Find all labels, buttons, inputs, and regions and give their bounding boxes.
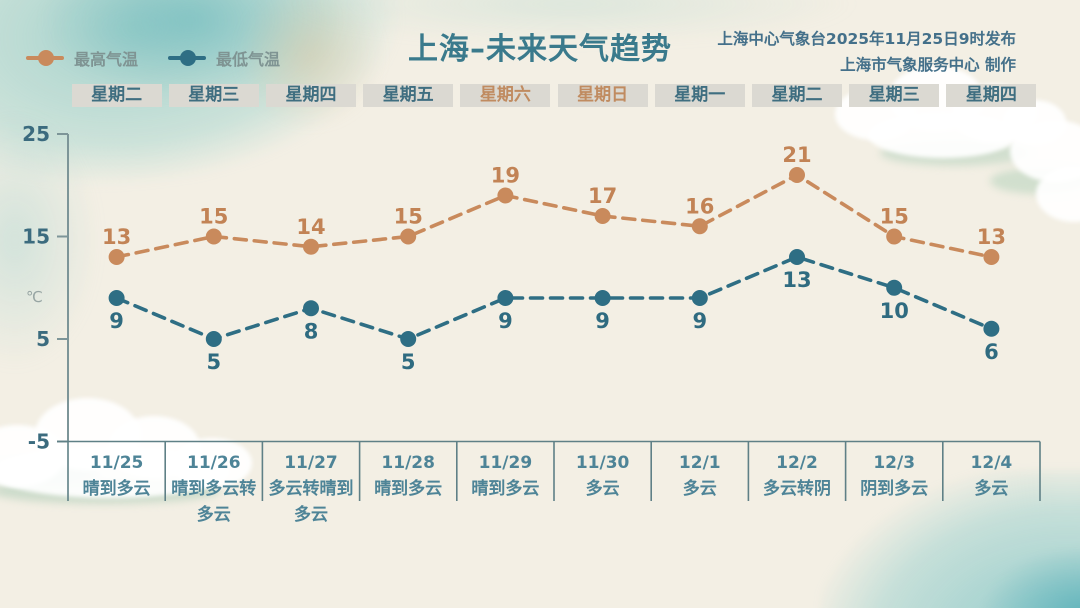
low-temp-value-label: 13 — [782, 268, 811, 292]
high-temp-value-label: 19 — [491, 164, 520, 188]
date-label: 11/30 — [575, 453, 630, 473]
high-temp-point — [886, 228, 903, 245]
y-axis-tick-label: 25 — [22, 122, 50, 146]
high-temp-value-label: 16 — [685, 194, 714, 218]
weekday-label: 星期二 — [752, 84, 842, 107]
weather-label: 晴到多云转多云 — [171, 479, 257, 525]
day-cell: 12/2 多云转阴 — [748, 451, 845, 502]
high-temp-point — [497, 187, 514, 204]
weather-label: 阴到多云 — [860, 479, 929, 499]
day-cell: 11/28 晴到多云 — [360, 451, 457, 502]
date-label: 11/29 — [478, 453, 533, 473]
legend-item-low-temp: 最低气温 — [168, 46, 280, 70]
weather-label: 多云 — [974, 479, 1009, 499]
high-temp-point — [789, 167, 805, 183]
low-temp-value-label: 9 — [692, 309, 707, 333]
date-label: 12/3 — [873, 453, 916, 473]
low-temp-point — [691, 290, 708, 306]
day-cell: 11/29 晴到多云 — [457, 451, 554, 502]
date-label: 11/26 — [187, 453, 241, 473]
weather-label: 多云 — [682, 479, 717, 499]
low-temp-value-label: 5 — [401, 350, 416, 374]
weather-label: 多云转阴 — [762, 479, 831, 499]
y-axis-tick-label: -5 — [28, 430, 50, 454]
publisher-line-1: 上海中心气象台2025年11月25日9时发布 — [717, 30, 1016, 48]
high-temp-point — [594, 208, 611, 224]
y-axis-unit-label: ℃ — [26, 288, 43, 306]
low-temp-value-label: 9 — [595, 309, 610, 333]
weather-label: 晴到多云 — [82, 479, 151, 499]
weather-label: 多云 — [585, 479, 620, 499]
high-temp-value-label: 15 — [880, 205, 909, 229]
high-temp-marker-icon — [26, 50, 64, 66]
low-temp-value-label: 5 — [206, 350, 221, 374]
low-temp-value-label: 9 — [498, 309, 513, 333]
high-temp-point — [108, 249, 125, 265]
day-cell: 12/1 多云 — [651, 451, 748, 502]
date-label: 11/28 — [381, 453, 435, 473]
high-temp-point — [983, 249, 1000, 265]
weather-label: 晴到多云 — [471, 479, 540, 499]
low-temp-point — [303, 300, 319, 317]
day-cell: 12/4 多云 — [943, 451, 1040, 502]
high-temp-value-label: 15 — [394, 205, 423, 229]
date-label: 12/4 — [970, 453, 1013, 473]
high-temp-value-label: 13 — [977, 225, 1006, 249]
day-cell: 11/26 晴到多云转多云 — [165, 451, 262, 528]
low-temp-point — [497, 290, 514, 306]
legend-item-high-temp: 最高气温 — [26, 46, 138, 70]
y-axis-tick-label: 15 — [22, 225, 50, 249]
low-temp-point — [108, 290, 125, 306]
high-temp-value-label: 13 — [102, 225, 131, 249]
low-temp-point — [789, 249, 805, 265]
date-label: 12/2 — [776, 453, 818, 473]
low-temp-marker-icon — [168, 50, 207, 66]
low-temp-point — [983, 320, 1000, 337]
date-label: 11/25 — [89, 453, 144, 473]
high-temp-value-label: 17 — [588, 184, 617, 208]
high-temp-point — [205, 228, 222, 245]
low-temp-value-label: 10 — [880, 299, 909, 323]
day-cell: 11/25 晴到多云 — [68, 451, 165, 502]
high-temp-line — [114, 172, 994, 259]
weather-label: 晴到多云 — [374, 479, 443, 499]
date-label: 11/27 — [284, 453, 338, 473]
legend-label: 最低气温 — [216, 50, 281, 69]
high-temp-point — [400, 228, 417, 245]
weather-label: 多云转晴到多云 — [268, 479, 354, 525]
chart-legend: 最高气温 最低气温 — [26, 46, 280, 70]
high-temp-value-label: 15 — [199, 205, 228, 229]
low-temp-point — [205, 331, 222, 347]
low-temp-point — [594, 290, 611, 306]
weekday-label: 星期一 — [654, 84, 745, 107]
publisher-info: 上海中心气象台2025年11月25日9时发布 上海市气象服务中心 制作 — [717, 26, 1016, 78]
high-temp-point — [691, 218, 708, 235]
day-cell: 11/27 多云转晴到多云 — [262, 451, 359, 528]
date-label: 12/1 — [678, 453, 721, 473]
low-temp-point — [886, 279, 903, 296]
legend-label: 最高气温 — [74, 50, 139, 69]
day-cell: 11/30 多云 — [554, 451, 651, 502]
low-temp-value-label: 6 — [984, 340, 999, 364]
low-temp-point — [400, 331, 417, 347]
low-temp-value-label: 9 — [109, 309, 124, 333]
low-temp-line — [114, 255, 994, 341]
weekday-label-weekend: 星期六 — [460, 84, 551, 107]
page-title: 上海–未来天气趋势 — [408, 32, 672, 67]
high-temp-point — [303, 238, 319, 255]
y-axis-tick-label: 5 — [36, 327, 50, 351]
day-cell: 12/3 阴到多云 — [846, 451, 943, 502]
high-temp-value-label: 14 — [296, 215, 325, 239]
high-temp-value-label: 21 — [782, 143, 811, 167]
low-temp-value-label: 8 — [304, 319, 319, 343]
publisher-line-2: 上海市气象服务中心 制作 — [840, 56, 1016, 74]
weekday-label-weekend: 星期日 — [557, 84, 648, 107]
